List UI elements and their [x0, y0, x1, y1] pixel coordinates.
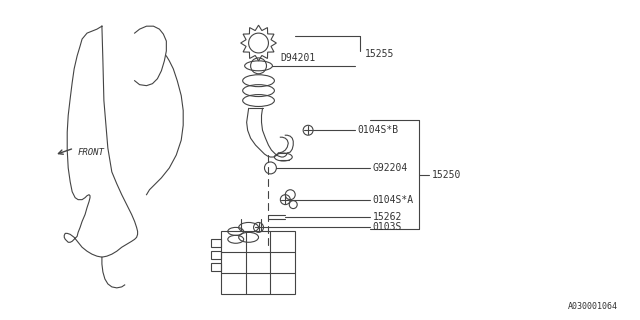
Bar — [221, 231, 295, 294]
Text: D94201: D94201 — [280, 53, 316, 63]
Text: 15255: 15255 — [365, 49, 394, 59]
Text: G92204: G92204 — [372, 163, 408, 173]
Text: 0103S: 0103S — [372, 222, 402, 232]
Bar — [211, 239, 221, 247]
Text: 0104S*A: 0104S*A — [372, 195, 413, 205]
Bar — [211, 251, 221, 259]
Bar — [211, 263, 221, 271]
Text: 15262: 15262 — [372, 212, 402, 221]
Text: 15250: 15250 — [432, 170, 461, 180]
Text: 0104S*B: 0104S*B — [358, 125, 399, 135]
Text: A030001064: A030001064 — [568, 302, 618, 311]
Text: FRONT: FRONT — [77, 148, 104, 156]
